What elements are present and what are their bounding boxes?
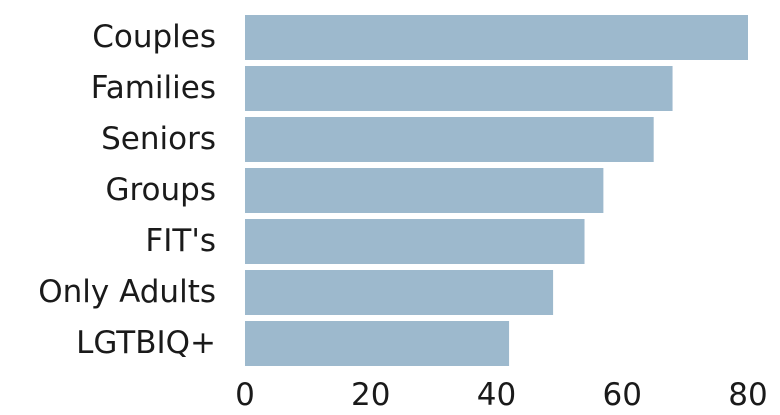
- category-label-seniors: Seniors: [101, 121, 216, 157]
- bar-lgtbiq: [245, 321, 510, 366]
- bar-couples: [245, 15, 748, 60]
- x-tick-label-20: 20: [351, 377, 390, 413]
- category-label-only-adults: Only Adults: [38, 274, 216, 310]
- x-tick-label-60: 60: [603, 377, 642, 413]
- bar-fit-s: [245, 219, 585, 264]
- bars: [245, 15, 748, 366]
- x-tick-label-80: 80: [728, 377, 767, 413]
- bar-seniors: [245, 117, 654, 162]
- x-tick-label-0: 0: [235, 377, 255, 413]
- category-label-lgtbiq: LGTBIQ+: [76, 325, 216, 361]
- bar-groups: [245, 168, 604, 213]
- x-tick-labels: 0 20 40 60 80: [235, 377, 768, 413]
- category-label-groups: Groups: [105, 172, 216, 208]
- category-label-couples: Couples: [92, 19, 216, 55]
- category-labels: Couples Families Seniors Groups FIT's Only Ad…: [38, 19, 216, 361]
- category-label-fit-s: FIT's: [145, 223, 216, 259]
- category-label-families: Families: [91, 70, 216, 106]
- bar-families: [245, 66, 673, 111]
- x-tick-label-40: 40: [477, 377, 516, 413]
- bar-only-adults: [245, 270, 554, 315]
